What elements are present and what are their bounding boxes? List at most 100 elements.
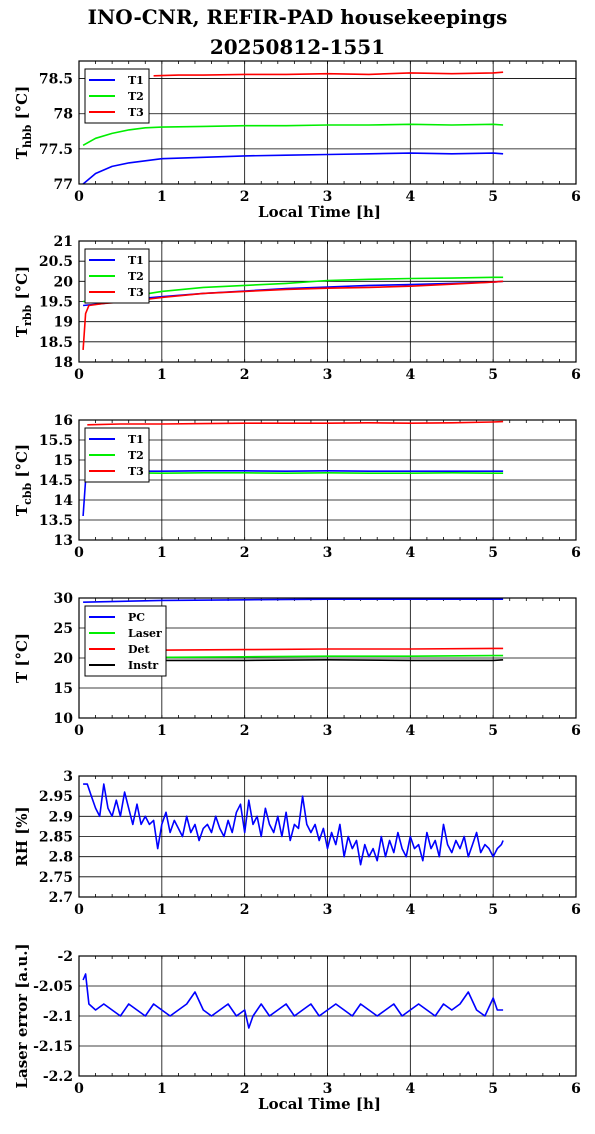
series-line-t2: [87, 471, 504, 475]
x-axis-label: Local Time [h]: [258, 1095, 381, 1113]
x-tick-label: 4: [405, 189, 415, 205]
chart-panel-1: 0 1 2 3 4 5 6 77 77.5 78 78.5 Local Time [h] Thbb [°…: [13, 60, 581, 221]
legend: T1 T2 T3: [84, 248, 150, 304]
series-line-t1: [82, 152, 504, 185]
x-tick-label: 1: [157, 902, 167, 918]
legend-label-t3: T3: [128, 106, 144, 119]
series-line-instr: [153, 658, 504, 662]
chart-panel-6: 0 1 2 3 4 5 6 -2.2 -2.15 -2.1 -2.05 -2 Local Time [h…: [13, 943, 581, 1113]
y-tick-label: 78.5: [39, 72, 73, 88]
x-tick-label: 3: [323, 367, 333, 383]
series-line-t3: [153, 71, 504, 77]
title-line-1: INO-CNR, REFIR-PAD housekeepings: [87, 5, 508, 29]
legend-label-t1: T1: [128, 74, 144, 87]
y-tick-label: 19.5: [39, 295, 73, 311]
plot-frame: [78, 955, 577, 1077]
y-tick-label: -2.2: [43, 1069, 73, 1085]
x-tick-label: 3: [323, 545, 333, 561]
x-tick-label: 0: [74, 1081, 84, 1097]
x-tick-label: 6: [571, 189, 581, 205]
y-axis-label: T [°C]: [13, 633, 31, 683]
page-title: INO-CNR, REFIR-PAD housekeepings 2025081…: [0, 2, 595, 62]
x-tick-label: 2: [240, 189, 250, 205]
legend-label-t1: T1: [128, 433, 144, 446]
x-tick-label: 6: [571, 1081, 581, 1097]
y-tick-label: 13: [54, 533, 73, 549]
x-tick-label: 1: [157, 367, 167, 383]
x-tick-label: 3: [323, 189, 333, 205]
x-tick-label: 4: [405, 902, 415, 918]
y-tick-label: 30: [54, 591, 74, 607]
legend: T1 T2 T3: [84, 68, 150, 124]
x-tick-label: 0: [74, 189, 84, 205]
x-tick-label: 5: [488, 545, 498, 561]
x-tick-label: 5: [488, 723, 498, 739]
chart-panel-4: 0 1 2 3 4 5 6 10 15 20 25 30 T [°C] PC Laser Det Instr: [13, 591, 581, 739]
series-line-1: [82, 973, 504, 1029]
series-line-laser: [153, 654, 504, 659]
series-line-pc: [83, 598, 504, 603]
legend-label-t2: T2: [128, 449, 144, 462]
y-tick-label: 15: [54, 681, 73, 697]
x-tick-label: 5: [488, 189, 498, 205]
y-tick-label: 18.5: [39, 335, 73, 351]
plot-frame: [78, 775, 577, 898]
plot-frame: [78, 240, 577, 363]
legend-label-t3: T3: [128, 286, 144, 299]
x-tick-label: 6: [571, 545, 581, 561]
x-tick-label: 0: [74, 545, 84, 561]
x-tick-label: 4: [405, 1081, 415, 1097]
y-tick-label: 16: [54, 413, 73, 429]
series-line-det: [153, 647, 504, 651]
y-tick-label: 15: [54, 453, 73, 469]
chart-panel-3: 0 1 2 3 4 5 6 13 13.5 14 14.5 15 15.5 16 Tcbb [°C] T1 T2…: [13, 413, 581, 561]
y-tick-label: 77: [54, 177, 73, 193]
y-tick-label: 78: [54, 107, 73, 123]
y-tick-label: 20: [54, 274, 74, 290]
y-tick-label: 19: [54, 315, 73, 331]
legend-label-t2: T2: [128, 90, 144, 103]
y-tick-label: 2.8: [49, 850, 73, 866]
x-tick-label: 0: [74, 723, 84, 739]
y-tick-label: 20.5: [39, 254, 73, 270]
legend: T1 T2 T3: [84, 427, 150, 483]
plot-frame: [78, 597, 577, 719]
x-tick-label: 0: [74, 367, 84, 383]
x-tick-label: 5: [488, 902, 498, 918]
x-tick-label: 2: [240, 723, 250, 739]
series-line-t3: [87, 420, 504, 426]
x-tick-label: 5: [488, 1081, 498, 1097]
legend-label-instr: Instr: [128, 659, 158, 672]
legend-label-laser: Laser: [128, 627, 162, 640]
legend: PC Laser Det Instr: [84, 605, 167, 677]
legend-label-t1: T1: [128, 254, 144, 267]
y-tick-label: 18: [54, 355, 73, 371]
title-line-2: 20250812-1551: [209, 35, 386, 59]
x-tick-label: 2: [240, 902, 250, 918]
y-tick-label: 77.5: [39, 142, 73, 158]
x-tick-label: 6: [571, 723, 581, 739]
plot-frame: [78, 419, 577, 541]
series-line-t2: [82, 123, 504, 146]
y-tick-label: 2.7: [49, 890, 73, 906]
x-tick-label: 4: [405, 367, 415, 383]
y-tick-label: 13.5: [39, 513, 73, 529]
y-tick-label: -2.1: [43, 1009, 73, 1025]
x-tick-label: 4: [405, 723, 415, 739]
legend-label-t3: T3: [128, 465, 144, 478]
y-axis-label: Trbb [°C]: [13, 266, 34, 337]
legend-label-det: Det: [128, 643, 151, 656]
x-tick-label: 1: [157, 545, 167, 561]
legend-label-t2: T2: [128, 270, 144, 283]
y-axis-label: Tcbb [°C]: [13, 444, 34, 516]
y-tick-label: -2.15: [33, 1039, 73, 1055]
chart-panel-2: 0 1 2 3 4 5 6 18 18.5 19 19.5 20 20.5 21 Trbb [°C] T1 T2…: [13, 234, 581, 383]
y-tick-label: 2.9: [49, 809, 73, 825]
y-tick-label: 25: [54, 621, 73, 637]
series-line-1: [83, 783, 504, 866]
x-tick-label: 3: [323, 1081, 333, 1097]
x-tick-label: 1: [157, 189, 167, 205]
y-tick-label: 2.95: [39, 789, 73, 805]
y-tick-label: 2.75: [39, 870, 73, 886]
chart-panel-5: 0 1 2 3 4 5 6 2.7 2.75 2.8 2.85 2.9 2.95 3 RH [%]: [13, 769, 581, 918]
